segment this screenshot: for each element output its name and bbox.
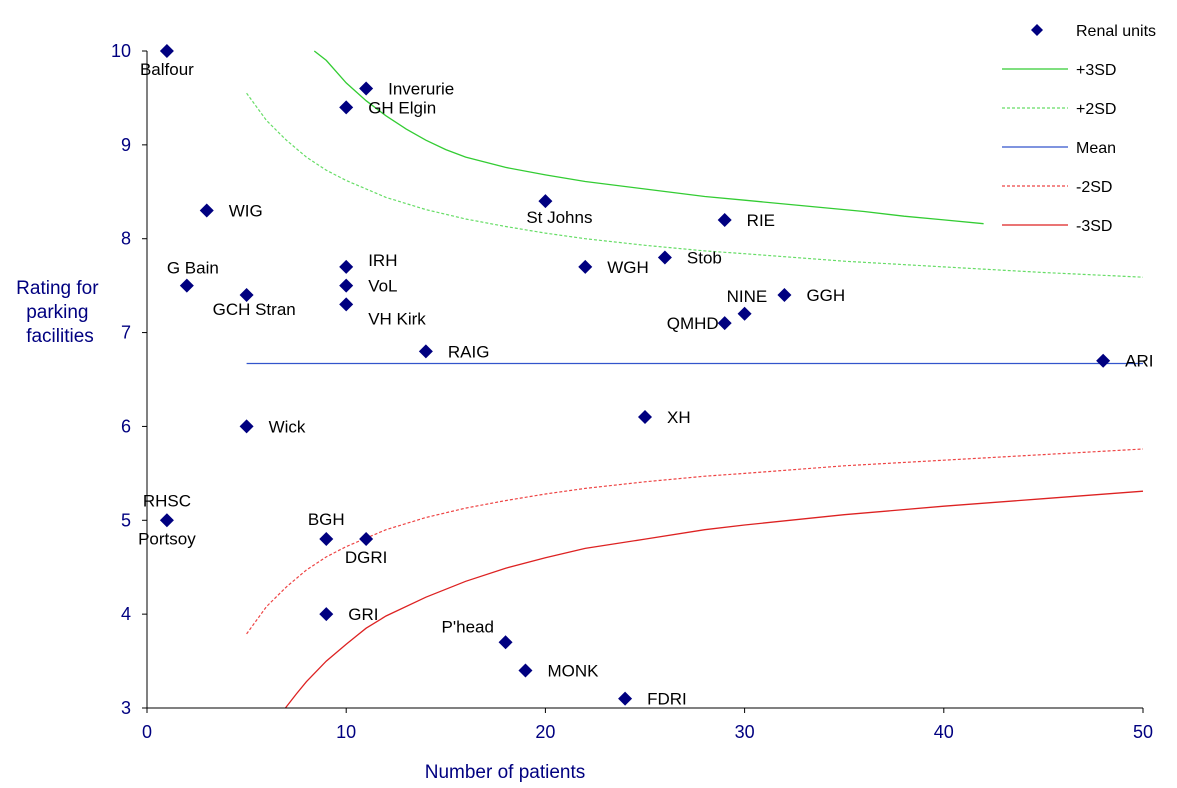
plus3-line — [313, 50, 984, 225]
data-point — [199, 203, 214, 218]
point-label: GCH Stran — [213, 300, 296, 319]
data-point — [339, 278, 354, 293]
point-label: Balfour — [140, 60, 194, 79]
plus2-line — [246, 92, 1144, 278]
x-tick-label: 20 — [535, 722, 555, 742]
data-point — [717, 212, 732, 227]
y-tick-label: 3 — [121, 698, 131, 718]
data-point — [638, 410, 652, 425]
point-label: WIG — [229, 202, 263, 221]
point-label: VH Kirk — [368, 309, 426, 328]
control-limit-lines — [246, 50, 1144, 709]
y-axis-title-line-1: Rating for — [16, 278, 99, 299]
legend-label: Renal units — [1076, 23, 1156, 40]
data-point — [239, 288, 254, 303]
data-point — [239, 419, 254, 434]
data-point — [717, 316, 732, 331]
x-tick-label: 30 — [735, 722, 755, 742]
point-label: WGH — [607, 258, 649, 277]
minus2-line — [246, 448, 1144, 635]
point-label: IRH — [368, 251, 397, 270]
data-point — [159, 513, 174, 528]
data-point — [538, 194, 553, 209]
y-tick-label: 4 — [121, 604, 131, 624]
point-label: Portsoy — [138, 529, 196, 548]
data-point — [359, 81, 374, 96]
data-point — [578, 259, 593, 274]
y-tick-label: 7 — [121, 323, 131, 343]
axis-ticks: 0 10 20 30 40 50 3 4 5 6 7 8 9 10 — [111, 41, 1153, 742]
minus3-line — [284, 490, 1144, 709]
data-point — [339, 297, 354, 312]
x-tick-label: 50 — [1133, 722, 1153, 742]
point-label: RIE — [747, 211, 775, 230]
data-point — [159, 44, 174, 58]
point-label: MONK — [547, 661, 599, 680]
point-label: Inverurie — [388, 80, 454, 99]
legend-label: -3SD — [1076, 218, 1112, 235]
y-tick-label: 9 — [121, 135, 131, 155]
point-label: FDRI — [647, 690, 687, 709]
data-point — [1096, 353, 1111, 368]
point-label: RHSC — [143, 491, 191, 510]
axes — [146, 51, 1143, 709]
point-label: GGH — [806, 286, 845, 305]
data-points — [159, 44, 1111, 706]
legend-label: +2SD — [1076, 101, 1116, 118]
data-point — [518, 663, 533, 678]
data-point — [319, 532, 334, 547]
point-label: Stob — [687, 248, 722, 267]
data-point — [319, 607, 334, 622]
data-point — [179, 278, 194, 293]
x-tick-label: 40 — [934, 722, 954, 742]
y-tick-label: 5 — [121, 510, 131, 530]
point-label: GH Elgin — [368, 98, 436, 117]
data-point — [418, 344, 433, 359]
legend-label: Mean — [1076, 140, 1116, 157]
y-axis-title-line-3: facilities — [26, 326, 94, 347]
point-label: RAIG — [448, 342, 490, 361]
point-label: XH — [667, 408, 691, 427]
legend-marker — [1031, 24, 1043, 36]
point-label: Wick — [269, 417, 306, 436]
point-label: ARI — [1125, 352, 1153, 371]
point-label: G Bain — [167, 259, 219, 278]
point-label: QMHD — [667, 314, 719, 333]
legend-label: +3SD — [1076, 62, 1116, 79]
point-label: BGH — [308, 510, 345, 529]
y-axis-title: Rating for parking facilities — [16, 278, 104, 347]
data-point — [777, 288, 792, 303]
y-tick-label: 8 — [121, 229, 131, 249]
data-point — [359, 532, 374, 547]
y-tick-label: 6 — [121, 416, 131, 436]
point-label: St Johns — [526, 208, 592, 227]
point-label: DGRI — [345, 548, 388, 567]
y-axis-title-line-2: parking — [26, 302, 88, 323]
data-point — [498, 635, 513, 650]
data-point — [737, 306, 752, 321]
point-label: VoL — [368, 277, 397, 296]
data-point — [339, 100, 354, 115]
data-point — [657, 250, 672, 265]
x-axis-title: Number of patients — [425, 762, 586, 783]
y-tick-label: 10 — [111, 41, 131, 61]
point-label: NINE — [727, 287, 768, 306]
x-tick-label: 10 — [336, 722, 356, 742]
x-tick-label: 0 — [142, 722, 152, 742]
data-point — [339, 259, 354, 274]
data-point — [618, 691, 633, 706]
point-label: P'head — [442, 617, 494, 636]
legend-label: -2SD — [1076, 179, 1112, 196]
point-label: GRI — [348, 605, 378, 624]
legend: Renal units +3SD +2SD Mean -2SD -3SD — [1002, 23, 1156, 235]
